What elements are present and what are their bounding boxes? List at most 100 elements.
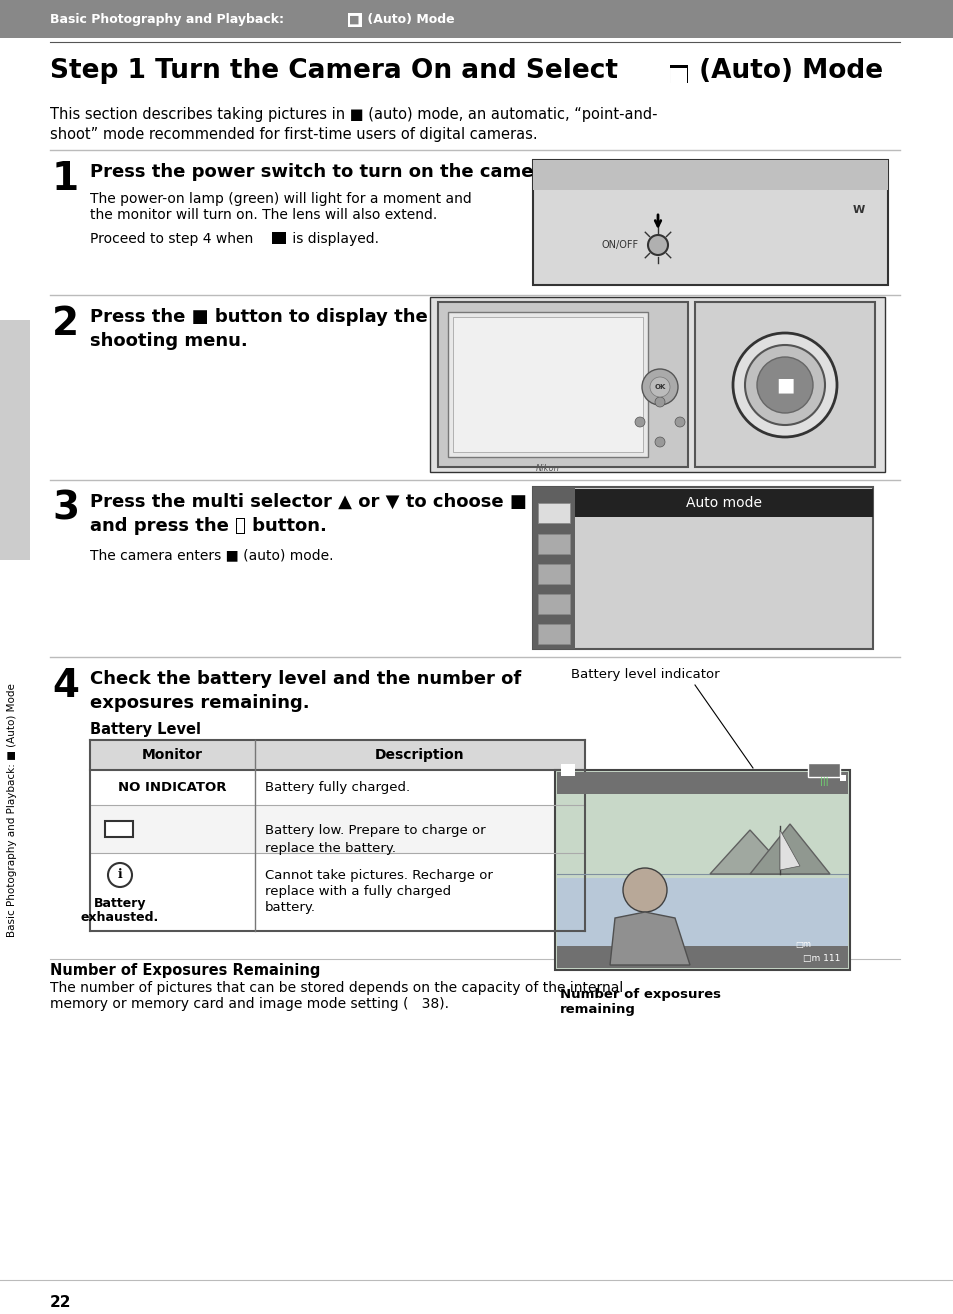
- Text: □m 111: □m 111: [801, 954, 840, 962]
- Circle shape: [655, 438, 664, 447]
- Text: Press the ■ button to display the: Press the ■ button to display the: [90, 307, 427, 326]
- Text: □m: □m: [794, 940, 810, 949]
- Text: exhausted.: exhausted.: [81, 911, 159, 924]
- Text: replace the battery.: replace the battery.: [265, 842, 395, 855]
- Text: is displayed.: is displayed.: [288, 233, 378, 246]
- Text: The power-on lamp (green) will light for a moment and: The power-on lamp (green) will light for…: [90, 192, 471, 206]
- Text: (Auto) Mode: (Auto) Mode: [689, 58, 882, 84]
- Text: 4: 4: [52, 668, 79, 706]
- Bar: [0, 321, 30, 560]
- Text: ■: ■: [775, 376, 793, 394]
- Circle shape: [675, 417, 684, 427]
- Text: shoot” mode recommended for first-time users of digital cameras.: shoot” mode recommended for first-time u…: [50, 127, 537, 142]
- Text: Press the multi selector ▲ or ▼ to choose ■: Press the multi selector ▲ or ▼ to choos…: [90, 493, 526, 511]
- Bar: [560, 763, 575, 777]
- Polygon shape: [780, 830, 800, 870]
- Text: Proceed to step 4 when: Proceed to step 4 when: [90, 233, 257, 246]
- Bar: [537, 594, 569, 614]
- Text: Number of exposures: Number of exposures: [559, 988, 720, 1001]
- Bar: [575, 489, 872, 516]
- Bar: [533, 160, 887, 191]
- Circle shape: [647, 235, 667, 255]
- Bar: [437, 302, 687, 466]
- Text: Basic Photography and Playback: ■ (Auto) Mode: Basic Photography and Playback: ■ (Auto)…: [7, 683, 17, 937]
- Text: Check the battery level and the number of: Check the battery level and the number o…: [90, 670, 520, 689]
- Bar: [669, 64, 687, 83]
- Text: Battery low. Prepare to charge or: Battery low. Prepare to charge or: [265, 824, 485, 837]
- Bar: [557, 946, 847, 968]
- Bar: [840, 775, 845, 781]
- Bar: [90, 770, 584, 805]
- Bar: [272, 233, 286, 244]
- Bar: [448, 311, 647, 457]
- Text: Monitor: Monitor: [142, 748, 203, 762]
- Bar: [0, 0, 953, 38]
- Text: Press the power switch to turn on the camera.: Press the power switch to turn on the ca…: [90, 163, 560, 181]
- Text: 1: 1: [52, 160, 79, 198]
- Text: battery.: battery.: [265, 901, 315, 915]
- Polygon shape: [609, 912, 689, 964]
- Text: Cannot take pictures. Recharge or: Cannot take pictures. Recharge or: [265, 869, 493, 882]
- Bar: [695, 302, 874, 466]
- Bar: [533, 487, 575, 649]
- Circle shape: [641, 369, 678, 405]
- Bar: [453, 317, 642, 452]
- Bar: [537, 503, 569, 523]
- Bar: [533, 160, 887, 285]
- Text: Nikon: Nikon: [536, 464, 559, 473]
- Circle shape: [108, 863, 132, 887]
- Text: ■: ■: [349, 14, 359, 25]
- Text: the monitor will turn on. The lens will also extend.: the monitor will turn on. The lens will …: [90, 208, 436, 222]
- Text: and press the Ⓚ button.: and press the Ⓚ button.: [90, 516, 327, 535]
- Text: (Auto) Mode: (Auto) Mode: [363, 13, 455, 26]
- Text: Number of Exposures Remaining: Number of Exposures Remaining: [50, 963, 320, 978]
- Text: Battery level indicator: Battery level indicator: [570, 668, 719, 681]
- Circle shape: [655, 397, 664, 407]
- Bar: [537, 564, 569, 583]
- Text: Battery fully charged.: Battery fully charged.: [265, 781, 410, 794]
- Polygon shape: [749, 824, 829, 874]
- Circle shape: [649, 377, 669, 397]
- Bar: [90, 805, 584, 853]
- Text: ■: ■: [667, 64, 688, 85]
- Bar: [90, 740, 584, 770]
- Text: NO INDICATOR: NO INDICATOR: [118, 781, 227, 794]
- Text: 22: 22: [50, 1296, 71, 1310]
- Text: 2: 2: [52, 305, 79, 343]
- Bar: [557, 773, 847, 794]
- Text: Basic Photography and Playback:: Basic Photography and Playback:: [50, 13, 288, 26]
- Text: Battery Level: Battery Level: [90, 721, 201, 737]
- Bar: [807, 763, 840, 777]
- Text: memory or memory card and image mode setting (   38).: memory or memory card and image mode set…: [50, 997, 449, 1010]
- Bar: [537, 533, 569, 555]
- Circle shape: [622, 869, 666, 912]
- Text: The camera enters ■ (auto) mode.: The camera enters ■ (auto) mode.: [90, 548, 334, 562]
- Text: OK: OK: [654, 384, 665, 390]
- Text: Step 1 Turn the Camera On and Select: Step 1 Turn the Camera On and Select: [50, 58, 626, 84]
- Text: exposures remaining.: exposures remaining.: [90, 694, 310, 712]
- Text: shooting menu.: shooting menu.: [90, 332, 248, 350]
- Text: The number of pictures that can be stored depends on the capacity of the interna: The number of pictures that can be store…: [50, 982, 622, 995]
- Text: Auto mode: Auto mode: [685, 495, 761, 510]
- Text: ■: ■: [563, 777, 572, 787]
- Text: This section describes taking pictures in ■ (auto) mode, an automatic, “point-an: This section describes taking pictures i…: [50, 106, 657, 122]
- Text: |||: |||: [819, 778, 827, 787]
- Bar: [348, 13, 361, 28]
- Circle shape: [757, 357, 812, 413]
- Bar: [90, 853, 584, 932]
- Bar: [557, 878, 847, 968]
- Bar: [537, 624, 569, 644]
- Text: ℹ: ℹ: [117, 869, 122, 882]
- Bar: [555, 770, 849, 970]
- Circle shape: [744, 346, 824, 424]
- Circle shape: [732, 332, 836, 438]
- Text: ON/OFF: ON/OFF: [600, 240, 638, 250]
- Bar: [105, 821, 132, 837]
- Circle shape: [635, 417, 644, 427]
- Text: Description: Description: [375, 748, 464, 762]
- Bar: [533, 487, 872, 649]
- Text: Battery: Battery: [93, 897, 146, 911]
- Text: W: W: [852, 205, 864, 215]
- Text: replace with a fully charged: replace with a fully charged: [265, 886, 451, 897]
- Polygon shape: [709, 830, 789, 874]
